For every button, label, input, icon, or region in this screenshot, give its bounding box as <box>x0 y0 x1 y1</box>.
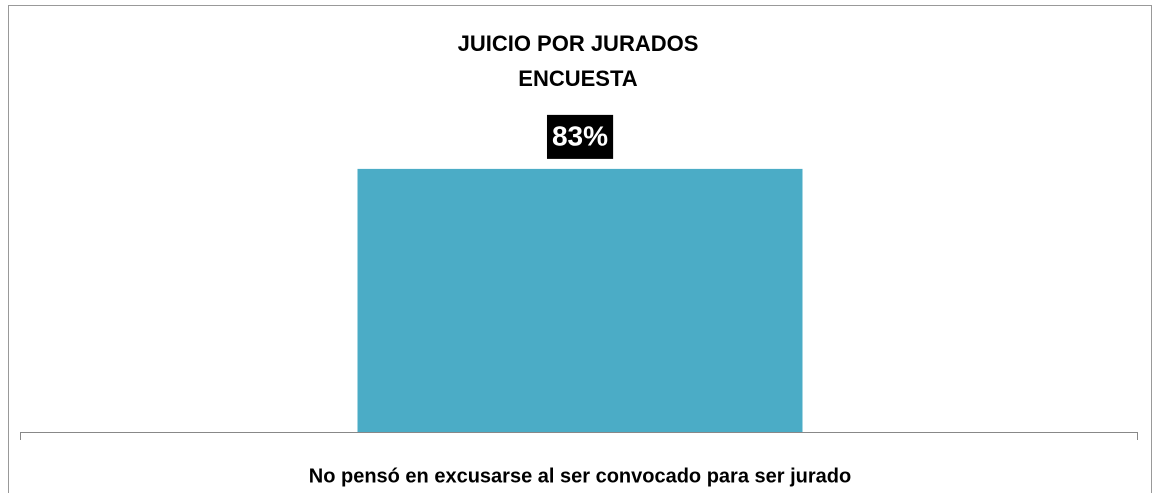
data-label: 83% <box>552 120 608 151</box>
bar <box>357 168 803 432</box>
chart-title: JUICIO POR JURADOS <box>458 31 699 56</box>
x-tick-label: No pensó en excusarse al ser convocado p… <box>309 465 851 487</box>
chart-subtitle: ENCUESTA <box>518 66 637 91</box>
data-label-box <box>546 114 614 159</box>
